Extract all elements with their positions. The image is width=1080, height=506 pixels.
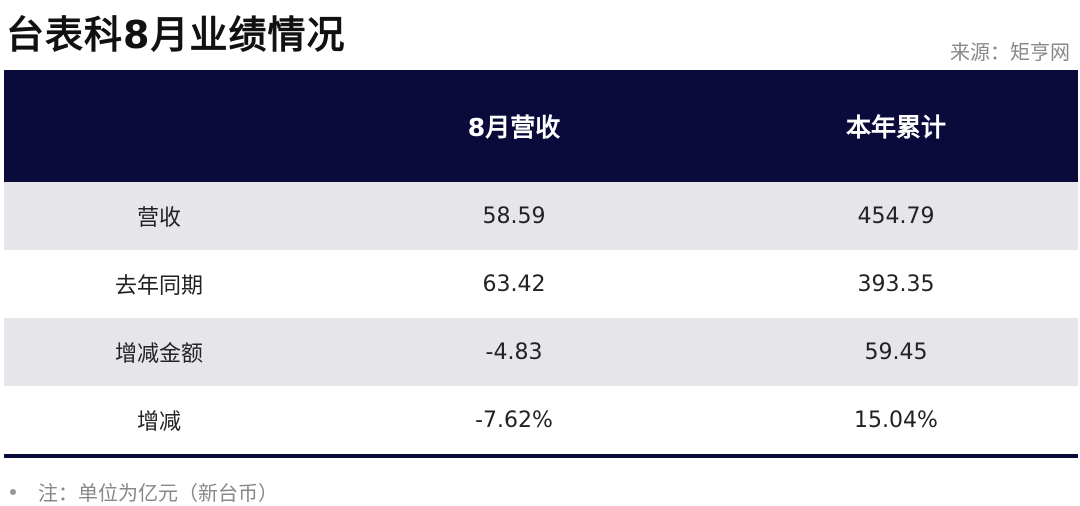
table-cell: 393.35 — [857, 271, 935, 297]
table-row: 增减 -7.62% 15.04% — [4, 386, 1078, 454]
table-cell: 63.42 — [482, 271, 546, 297]
table-cell: 59.45 — [864, 339, 928, 365]
table-cell: 454.79 — [857, 203, 935, 229]
table-row: 营收 58.59 454.79 — [4, 182, 1078, 250]
table-cell: -4.83 — [485, 339, 543, 365]
row-label: 增减金额 — [114, 342, 203, 367]
table-cell: 15.04% — [854, 407, 938, 433]
note: 注：单位为亿元（新台币） — [10, 477, 278, 506]
column-header: 本年累计 — [845, 113, 946, 142]
table-cell: -7.62% — [475, 407, 553, 433]
note-text: 注：单位为亿元（新台币） — [38, 481, 278, 505]
table-cell: 58.59 — [482, 203, 546, 229]
row-label: 去年同期 — [114, 274, 203, 299]
row-label: 增减 — [136, 410, 181, 435]
row-label: 营收 — [136, 206, 181, 231]
table: 8月营收 本年累计 营收 58.59 454.79 去年同期 63.42 393.35 增减… — [4, 70, 1078, 458]
bullet — [10, 488, 16, 495]
table-header: 8月营收 本年累计 — [4, 70, 1078, 182]
table-row: 增减金额 -4.83 59.45 — [4, 318, 1078, 386]
title: 台表科8月业绩情况 — [6, 13, 346, 57]
source: 来源：矩亨网 — [950, 40, 1070, 64]
column-header: 8月营收 — [467, 113, 561, 142]
table-row: 去年同期 63.42 393.35 — [4, 250, 1078, 318]
